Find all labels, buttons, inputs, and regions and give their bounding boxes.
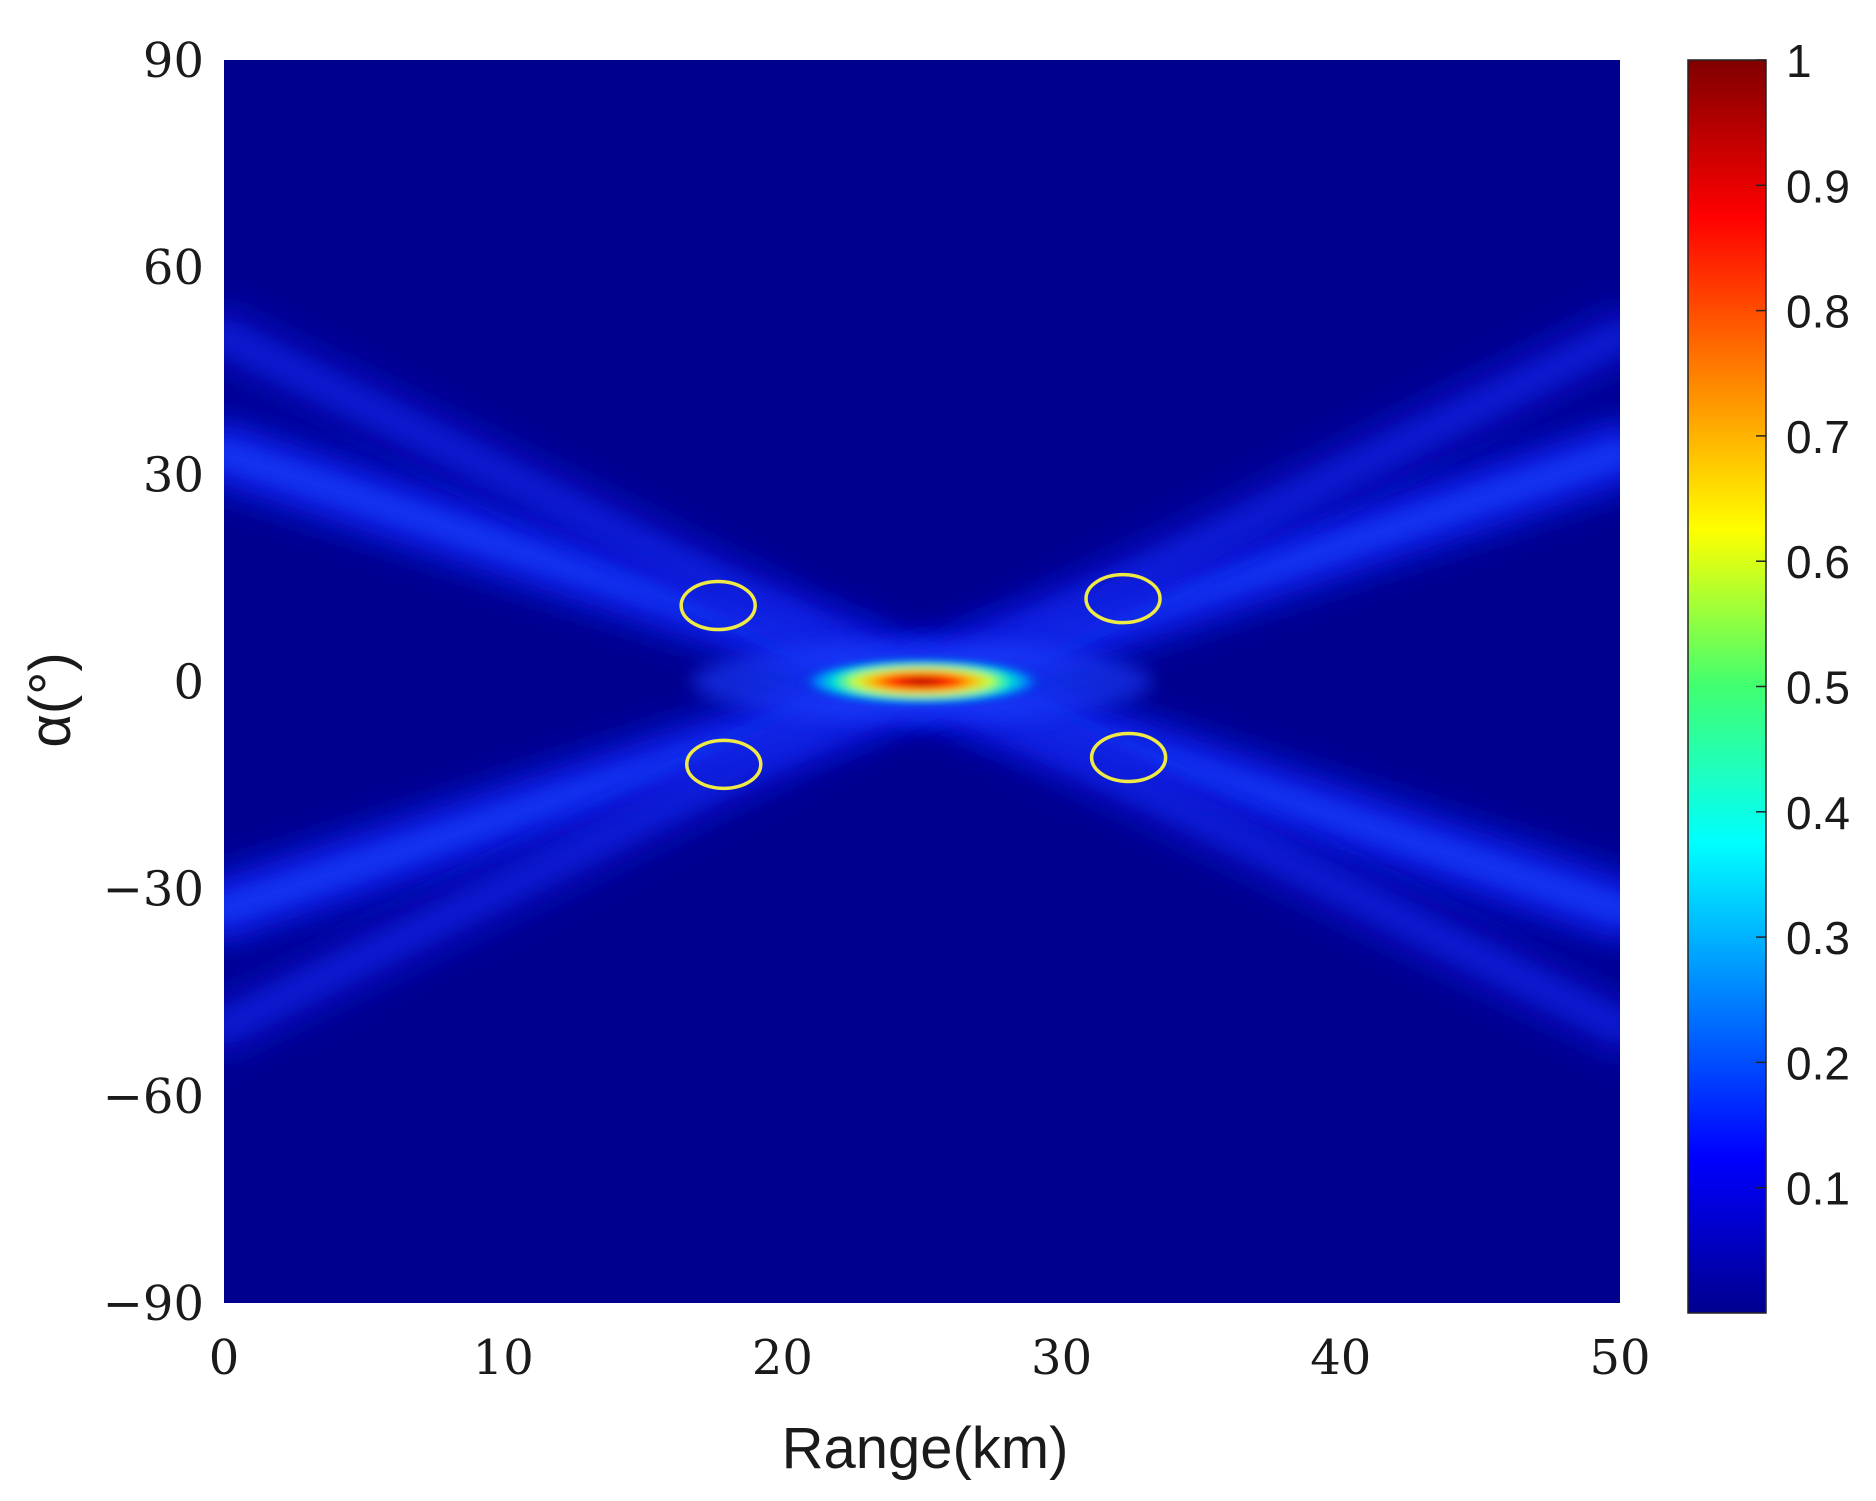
colorbar-tick-labels: 1 0.9 0.8 0.7 0.6 0.5 0.4 0.3 0.2 0.1	[1756, 35, 1850, 1215]
y-axis-title: α(°)	[18, 652, 83, 747]
colorbar-tick-label: 0.5	[1786, 662, 1850, 714]
y-tick-label: 0	[173, 655, 204, 711]
y-tick-label: 60	[143, 240, 204, 296]
x-tick-label: 50	[1589, 1330, 1650, 1386]
colorbar-tick-label: 0.9	[1786, 160, 1850, 212]
x-tick-labels: 0 10 20 30 40 50	[209, 1330, 1651, 1386]
colorbar-tick-label: 0.3	[1786, 912, 1850, 964]
y-tick-label: −30	[103, 862, 204, 918]
colorbar-tick-label: 0.1	[1786, 1163, 1850, 1215]
sidelobe-marker-ellipse	[679, 579, 757, 632]
y-tick-label: 90	[143, 33, 204, 89]
colorbar-tick-label: 0.7	[1786, 411, 1850, 463]
sidelobe-marker-ellipse	[1084, 572, 1162, 625]
x-tick-label: 20	[752, 1330, 813, 1386]
peak-mainlobe	[797, 657, 1047, 706]
annotations-layer	[679, 572, 1168, 791]
x-tick-label: 30	[1031, 1330, 1092, 1386]
y-tick-label: −60	[103, 1069, 204, 1125]
sidelobe-marker-ellipse	[1089, 731, 1168, 784]
y-tick-labels: 90 60 30 0 −30 −60 −90	[103, 33, 204, 1332]
y-tick-label: −90	[103, 1276, 204, 1332]
colorbar-tick-label: 0.2	[1786, 1037, 1850, 1089]
y-tick-label: 30	[143, 447, 204, 503]
colorbar-tick-label: 0.4	[1786, 787, 1850, 839]
x-tick-label: 40	[1310, 1330, 1371, 1386]
colorbar-tick-label: 0.8	[1786, 286, 1850, 338]
colorbar-tick-label: 0.6	[1786, 536, 1850, 588]
peak-layer	[692, 641, 1152, 722]
colorbar-tick-label: 1	[1786, 35, 1812, 87]
plot-area	[224, 60, 1620, 1303]
x-axis-title: Range(km)	[782, 1416, 1069, 1481]
sidelobe-marker-ellipse	[685, 738, 763, 791]
x-tick-label: 0	[209, 1330, 240, 1386]
colorbar	[1687, 59, 1767, 1314]
x-tick-label: 10	[473, 1330, 534, 1386]
